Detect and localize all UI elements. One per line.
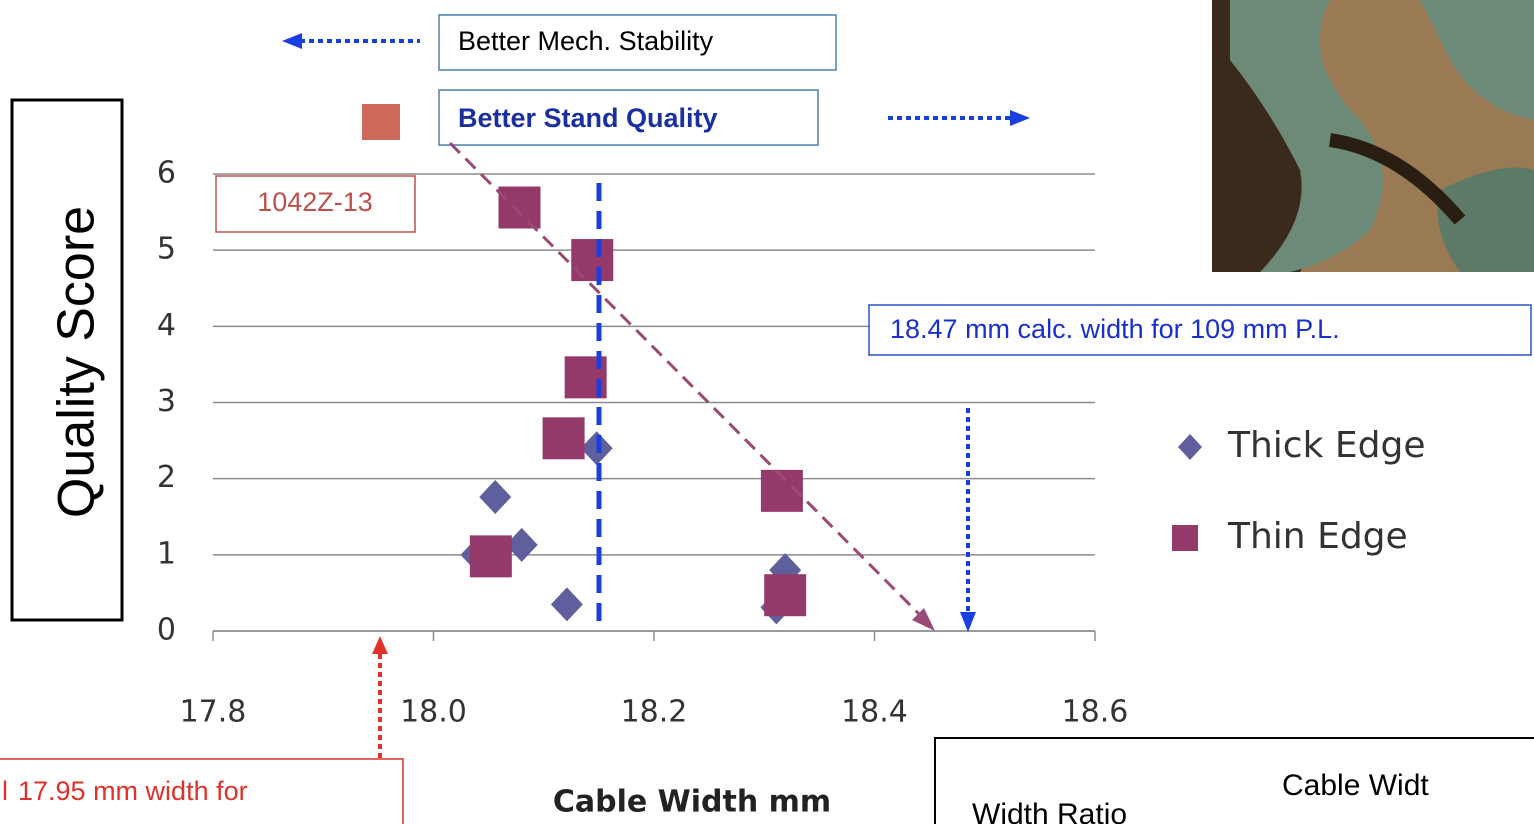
point (479, 480, 511, 514)
marker-swatch (362, 104, 400, 140)
cable-photo (1212, 0, 1534, 272)
annotation: Cable Widt (1282, 769, 1429, 802)
annotation: Better Stand Quality (458, 103, 718, 133)
y-tick-label: 2 (157, 460, 176, 495)
annotation: l (2, 776, 8, 806)
x-tick-label: 18.0 (400, 695, 467, 730)
point (470, 535, 512, 577)
legend-label: Thin Edge (1227, 516, 1408, 557)
annotation: 18.47 mm calc. width for 109 mm P.L. (890, 314, 1340, 344)
plot-area: 0 1 2 3 4 5 6 17.8 18.0 18.2 18.4 18.6 (157, 156, 1128, 730)
point (498, 187, 540, 229)
page: Quality Score Cable Width mm 0 1 2 3 4 5 6 17.8… (0, 0, 1534, 824)
legend-label: Thick Edge (1227, 425, 1426, 466)
x-tick-label: 18.4 (841, 695, 908, 730)
annotation: 17.95 mm width for (18, 776, 248, 806)
point (551, 587, 583, 621)
y-tick-label: 1 (157, 536, 176, 571)
y-tick-label: 4 (157, 308, 176, 343)
point (543, 417, 585, 459)
x-tick-label: 18.2 (621, 695, 688, 730)
y-tick-label: 5 (157, 232, 176, 267)
legend-marker (1178, 434, 1202, 460)
chart: Quality Score Cable Width mm 0 1 2 3 4 5 6 17.8… (0, 0, 1534, 824)
x-tick-label: 18.6 (1062, 695, 1129, 730)
y-axis-label: Quality Score (48, 206, 106, 518)
y-tick-label: 0 (157, 613, 176, 648)
legend-marker (1172, 525, 1198, 551)
legend: Thick Edge Thin Edge (1172, 425, 1426, 557)
annotation: 1042Z-13 (257, 187, 373, 217)
x-axis-label: Cable Width mm (553, 785, 831, 820)
y-tick-label: 3 (157, 384, 176, 419)
y-tick-label: 6 (157, 156, 176, 191)
x-tick-label: 17.8 (180, 695, 247, 730)
point (764, 574, 806, 616)
annotation: Width Ratio (972, 798, 1127, 824)
point (571, 239, 613, 281)
annotation: Better Mech. Stability (458, 26, 714, 56)
